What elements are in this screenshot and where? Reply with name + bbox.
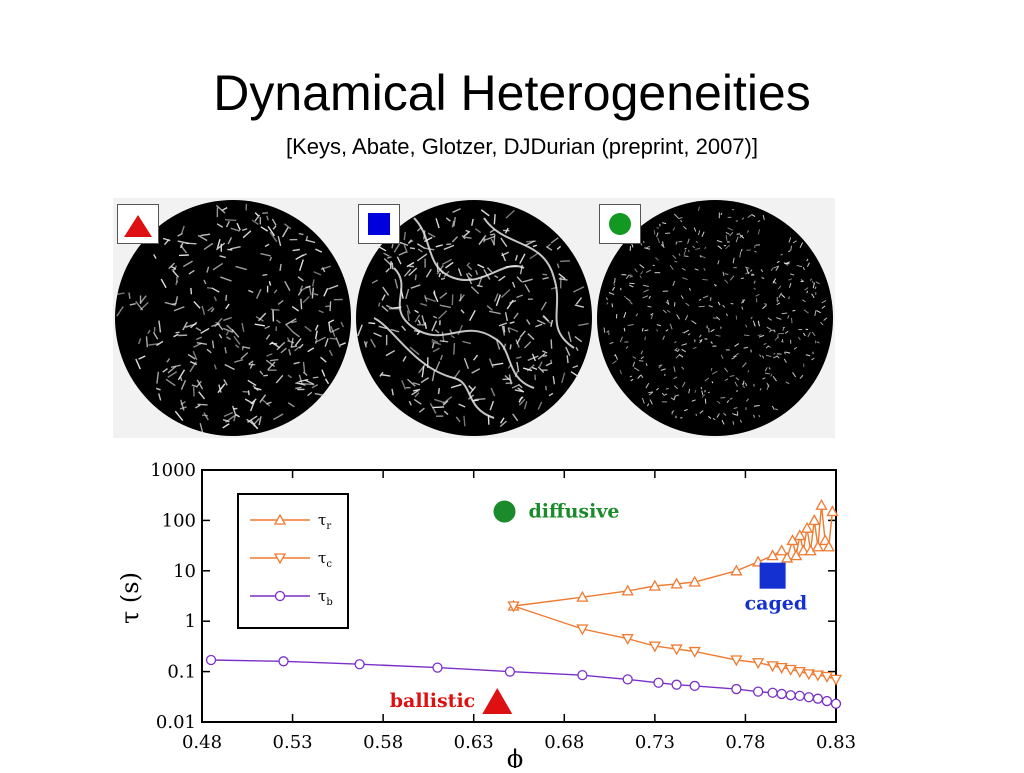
panel-caged: [354, 198, 594, 438]
data-point: [795, 691, 804, 700]
data-point: [690, 681, 699, 690]
tau-vs-phi-chart: 0.48 0.53 0.58 0.63 0.68 0.73 0.78 0.83 0.01 0.1 1…: [120, 452, 860, 768]
data-point: [433, 663, 442, 672]
data-point: [623, 675, 632, 684]
x-tick-label: 0.63: [454, 732, 494, 753]
x-tick-label: 0.48: [182, 732, 222, 753]
data-point: [822, 697, 831, 706]
data-point: [768, 688, 777, 697]
chart-svg: 0.48 0.53 0.58 0.63 0.68 0.73 0.78 0.83 0.01 0.1 1…: [120, 452, 860, 768]
data-point: [754, 687, 763, 696]
y-tick-label: 0.01: [156, 712, 196, 733]
annotation-marker: [494, 501, 516, 523]
data-point: [276, 592, 285, 601]
x-tick-label: 0.73: [635, 732, 675, 753]
x-tick-label: 0.58: [363, 732, 403, 753]
panel-diffusive: [595, 198, 835, 438]
x-axis-label: ϕ: [507, 745, 523, 768]
data-point: [654, 678, 663, 687]
data-point: [279, 657, 288, 666]
slide-title: Dynamical Heterogeneities: [0, 64, 1024, 122]
data-point: [732, 685, 741, 694]
data-point: [804, 693, 813, 702]
data-point: [832, 699, 841, 708]
x-tick-label: 0.68: [544, 732, 584, 753]
data-point: [786, 691, 795, 700]
green-circle-icon: [599, 204, 641, 244]
y-tick-label: 10: [173, 561, 196, 582]
y-axis-label: τ (s): [120, 572, 144, 624]
annotation-label: caged: [745, 593, 808, 615]
image-panels: [113, 198, 835, 438]
annotation-label: ballistic: [390, 690, 476, 712]
data-point: [813, 694, 822, 703]
data-point: [505, 667, 514, 676]
annotation-marker: [760, 563, 786, 589]
red-triangle-icon: [117, 204, 159, 244]
blue-square-icon: [358, 204, 400, 244]
data-point: [207, 655, 216, 664]
x-tick-label: 0.78: [725, 732, 765, 753]
data-point: [355, 660, 364, 669]
slide-subtitle: [Keys, Abate, Glotzer, DJDurian (preprin…: [0, 134, 1024, 160]
y-tick-label: 100: [162, 510, 196, 531]
data-point: [777, 689, 786, 698]
x-tick-label: 0.53: [273, 732, 313, 753]
annotation-label: diffusive: [529, 501, 620, 523]
panel-ballistic: [113, 198, 353, 438]
data-point: [672, 680, 681, 689]
y-tick-label: 1: [185, 611, 196, 632]
y-tick-label: 0.1: [167, 662, 196, 683]
y-tick-label: 1000: [150, 460, 196, 481]
x-tick-label: 0.83: [816, 732, 856, 753]
data-point: [578, 671, 587, 680]
